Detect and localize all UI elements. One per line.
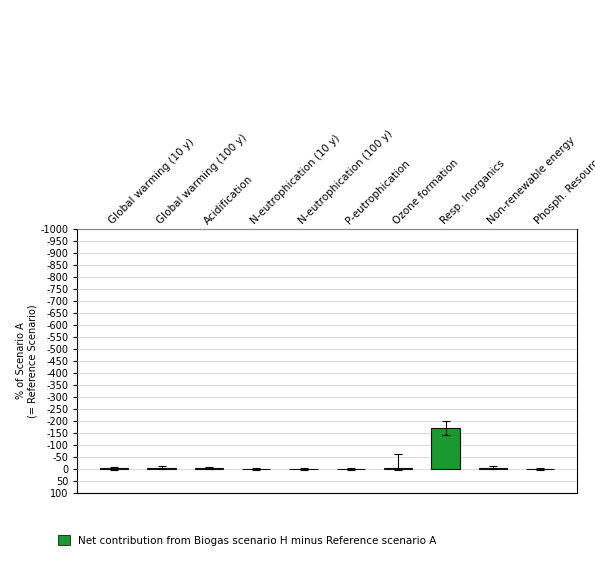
Bar <box>384 468 412 469</box>
Bar <box>431 428 460 469</box>
Bar <box>148 468 176 469</box>
Bar <box>479 468 507 469</box>
Bar <box>195 468 223 469</box>
Legend: Net contribution from Biogas scenario H minus Reference scenario A: Net contribution from Biogas scenario H … <box>58 535 437 545</box>
Y-axis label: % of Scenario A
(= Reference Scenario): % of Scenario A (= Reference Scenario) <box>16 304 37 418</box>
